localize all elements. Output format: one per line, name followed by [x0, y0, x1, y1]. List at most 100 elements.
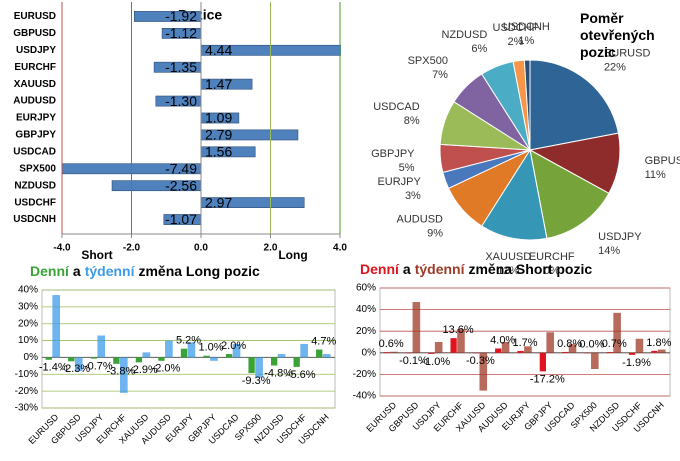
y-tick-label: NZDUSD [14, 180, 56, 191]
value-label: -1.12 [165, 25, 197, 41]
bar [322, 354, 331, 358]
pie-value-label: 9% [427, 228, 443, 240]
pie-value-label: 14% [598, 245, 620, 257]
y-tick-label: -20% [15, 386, 38, 397]
value-label: -7.49 [165, 160, 197, 176]
bar [657, 349, 666, 353]
y-tick-label: USDCAD [13, 146, 56, 157]
value-label: 2.0% [221, 340, 246, 352]
pie-slice [529, 149, 610, 239]
bar [68, 357, 75, 362]
value-label: -1.9% [622, 357, 651, 369]
y-tick-label: 0% [362, 347, 377, 358]
y-tick-label: 30% [18, 301, 38, 312]
y-tick-label: -30% [15, 403, 38, 414]
bar [606, 352, 613, 353]
bar [97, 335, 106, 358]
x-tick-label: 4.0 [333, 243, 347, 254]
bar [651, 350, 658, 353]
value-label: 0.7% [602, 338, 627, 350]
pie-label: XAUUSD [485, 251, 531, 263]
title-part: změna Short pozic [468, 261, 592, 277]
x-tick-label: 2.0 [264, 243, 278, 254]
value-label: 5.2% [176, 335, 201, 347]
bar [472, 352, 480, 354]
pie-label: GBPJPY [371, 148, 415, 160]
bar [635, 338, 644, 353]
value-label: 2.79 [205, 127, 232, 143]
x-tick-label: 0.0 [194, 243, 208, 254]
title-part: a [403, 261, 411, 277]
bar [434, 342, 443, 353]
value-label: -1.0% [421, 356, 450, 368]
value-label: -1.30 [165, 93, 197, 109]
value-label: 4.0% [490, 334, 515, 346]
y-tick-label: 60% [356, 283, 376, 294]
y-tick-label: -20% [353, 369, 376, 380]
bar [52, 295, 61, 358]
bar [568, 344, 577, 353]
bar [316, 349, 323, 358]
pie-value-label: 0% [544, 265, 560, 277]
y-tick-label: 40% [356, 304, 376, 315]
x-tick-label: -4.0 [53, 243, 71, 254]
value-label: -0.1% [399, 355, 428, 367]
bar [383, 352, 390, 353]
pie-value-label: 5% [399, 162, 415, 174]
value-label: 1.8% [646, 337, 671, 349]
bar [539, 352, 546, 372]
bar [203, 355, 210, 358]
pie-slice [523, 59, 531, 151]
value-label: -0.3% [466, 355, 495, 367]
bar [255, 357, 263, 378]
bar [210, 357, 218, 361]
value-label: 0.6% [379, 338, 404, 350]
bar [457, 329, 465, 353]
bar [562, 351, 569, 353]
y-tick-label: AUDUSD [13, 96, 56, 107]
value-label: 2.97 [205, 194, 232, 210]
y-tick-label: 10% [18, 335, 38, 346]
y-tick-label: SPX500 [19, 163, 56, 174]
pie-title: Poměr otevřených pozic [580, 10, 655, 60]
chart-title: Denní a týdenní změna Long pozic [30, 263, 260, 279]
pie-value-label: 22% [604, 62, 626, 74]
bar [613, 312, 621, 353]
bar [45, 357, 52, 360]
bar [524, 346, 532, 353]
bar [225, 354, 233, 358]
pie-value-label: 2% [508, 36, 524, 48]
value-label: -2.9% [129, 364, 158, 376]
pie-label: USDCAD [373, 101, 420, 113]
bar [501, 342, 510, 353]
pie-value-label: 6% [471, 43, 487, 55]
pie-slice [529, 59, 619, 151]
bar [119, 357, 128, 393]
y-tick-label: EURCHF [14, 62, 56, 73]
y-tick-label: USDJPY [16, 45, 56, 56]
value-label: -1.07 [165, 211, 197, 227]
pie-label: USDCHF [493, 22, 539, 34]
bar [158, 357, 165, 361]
pie-value-label: 7% [432, 69, 448, 81]
annotation: Short [81, 248, 112, 262]
value-label: -2.56 [165, 177, 197, 193]
value-label: -1.4% [39, 362, 68, 374]
y-tick-label: USDCNH [13, 214, 56, 225]
chart-title: Denní a týdenní změna Short pozic [360, 261, 592, 277]
title-part: týdenní [415, 261, 466, 277]
y-tick-label: -10% [15, 369, 38, 380]
title-part: Denní [360, 261, 400, 277]
bar [142, 352, 151, 358]
bar [135, 357, 143, 363]
y-tick-label: 40% [18, 285, 38, 296]
value-label: -1.92 [165, 8, 197, 24]
bar [584, 352, 591, 354]
y-tick-label: 20% [356, 326, 376, 337]
charts: EURUSDGBPUSDUSDJPYEURCHFXAUUSDAUDUSDEURJ… [13, 2, 680, 446]
y-tick-label: GBPJPY [15, 130, 56, 141]
value-label: -0.7% [84, 361, 113, 373]
y-tick-label: USDCHF [14, 197, 56, 208]
value-label: 4.44 [205, 42, 232, 58]
